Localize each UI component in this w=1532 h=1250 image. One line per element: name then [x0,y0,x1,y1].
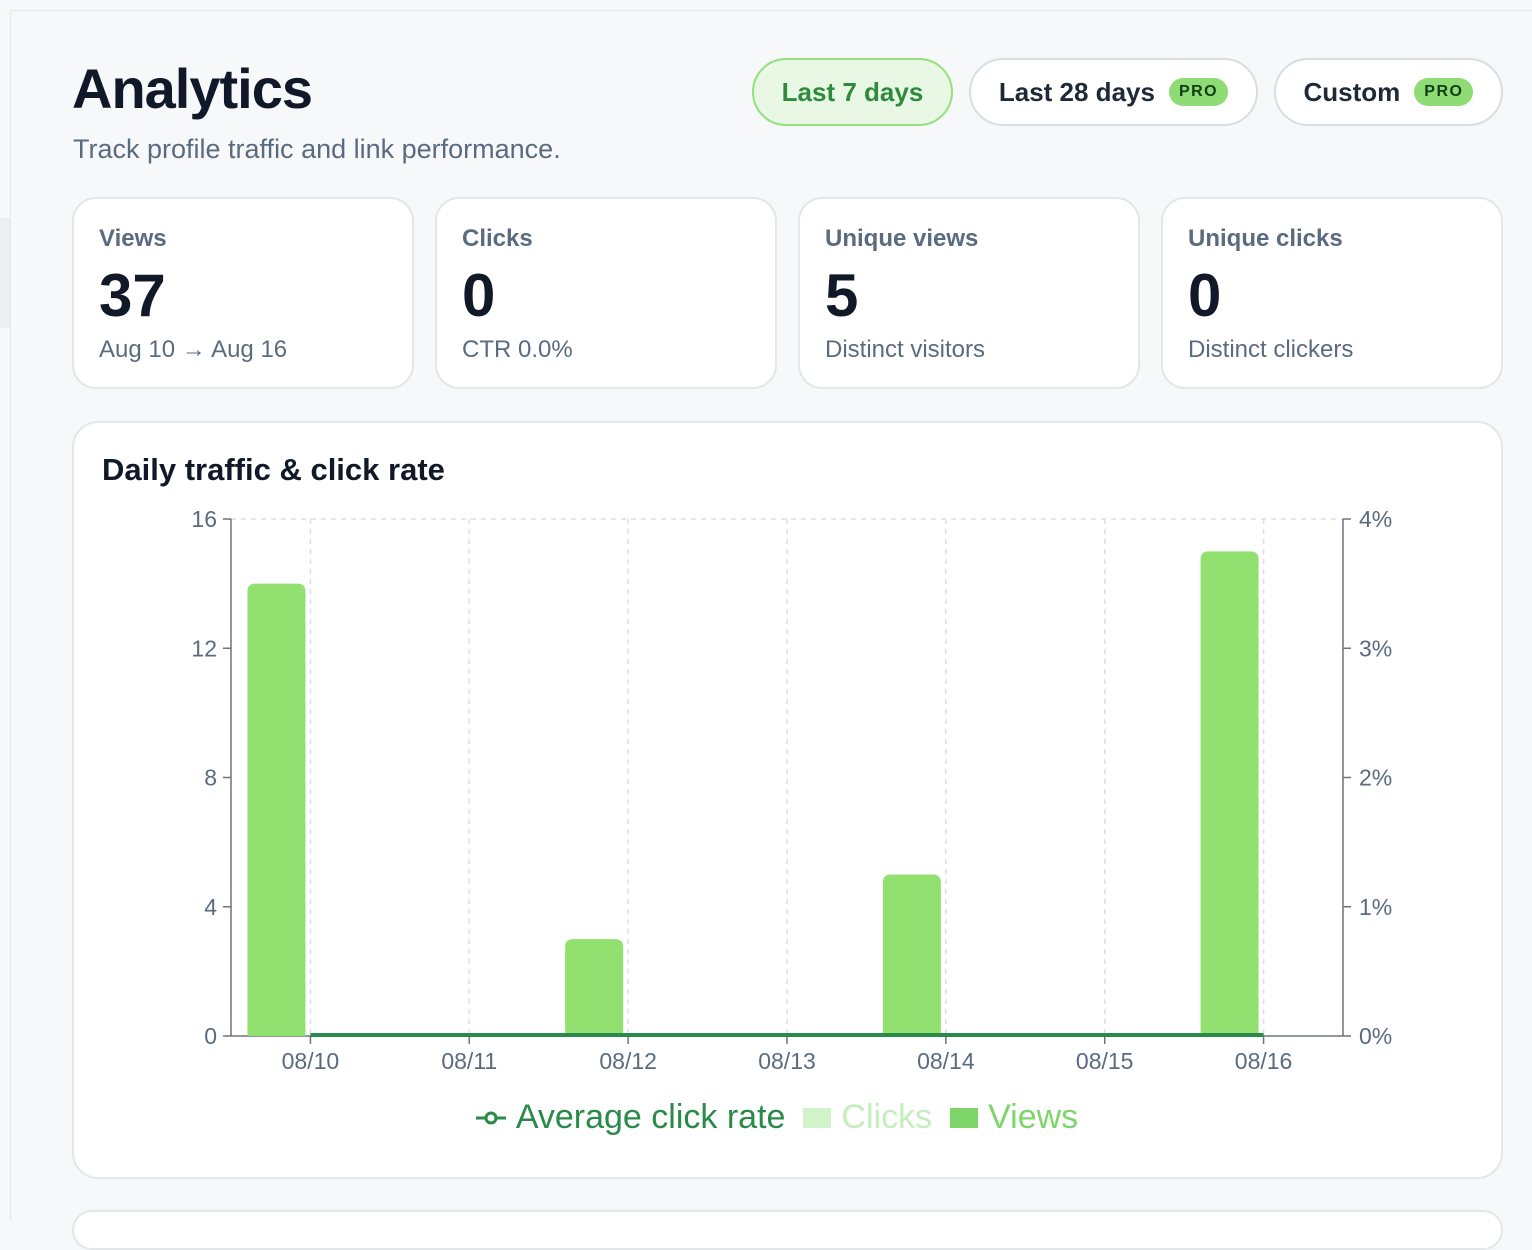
y2-tick-label: 3% [1359,635,1392,661]
stat-subtext: Distinct visitors [825,336,986,363]
stat-subtext: CTR 0.0% [462,336,573,363]
range-label: Last 7 days [781,76,924,107]
stat-value: 5 [825,262,859,329]
chart-legend: Average click rate Clicks Views [0,1098,1532,1137]
stat-card-unique-views: Unique views 5 Distinct visitors [798,197,1140,389]
stat-card-clicks: Clicks 0 CTR 0.0% [435,197,777,389]
y2-tick-label: 1% [1359,894,1392,920]
range-label: Last 28 days [998,76,1155,107]
clicks-swatch-icon [803,1107,832,1128]
pro-badge: PRO [1168,78,1229,106]
range-label: Custom [1303,76,1401,107]
y-tick-label: 4 [204,894,217,920]
y2-tick-label: 4% [1359,506,1392,532]
page-title: Analytics [72,57,313,120]
range-custom-button[interactable]: Custom PRO [1274,58,1503,126]
sidebar-collapse-handle[interactable] [0,218,10,328]
range-last-28-days-button[interactable]: Last 28 days PRO [969,58,1258,126]
chart-title: Daily traffic & click rate [102,452,445,487]
y-tick-label: 12 [191,635,217,661]
pro-badge: PRO [1414,78,1474,106]
stat-value: 37 [99,262,166,329]
stat-label: Views [99,225,167,252]
stat-card-views: Views 37 Aug 10 → Aug 16 [72,197,414,389]
views-bar [247,583,306,1036]
x-tick-label: 08/15 [1076,1048,1134,1074]
stat-label: Unique views [825,225,979,252]
x-tick-label: 08/16 [1235,1048,1293,1074]
y-tick-label: 0 [204,1023,217,1049]
legend-item-rate[interactable]: Average click rate [475,1098,786,1137]
x-tick-label: 08/13 [758,1048,816,1074]
views-swatch-icon [950,1107,979,1128]
stat-card-unique-clicks: Unique clicks 0 Distinct clickers [1161,197,1503,389]
traffic-chart: 0 4 8 12 16 0% 1% 2% 3% 4% 08/10 08/11 08/12 08/13 08/… [191,506,1392,1074]
y2-tick-label: 2% [1359,765,1392,791]
views-bar [1200,551,1259,1036]
stat-value: 0 [462,262,496,329]
views-bar [565,939,624,1036]
legend-label: Clicks [841,1098,933,1136]
stat-label: Unique clicks [1188,225,1343,252]
views-bar [882,874,941,1036]
x-tick-label: 08/12 [599,1048,657,1074]
legend-label: Views [988,1098,1079,1136]
page-subtitle: Track profile traffic and link performan… [73,134,561,164]
x-tick-label: 08/11 [441,1048,497,1074]
stat-subtext: Distinct clickers [1188,336,1354,363]
range-last-7-days-button[interactable]: Last 7 days [752,58,953,126]
x-tick-label: 08/10 [282,1048,340,1074]
line-marker-icon [475,1111,506,1124]
legend-item-views[interactable]: Views [950,1098,1078,1137]
y-tick-label: 8 [204,765,217,791]
y-tick-label: 16 [191,506,217,532]
y2-tick-label: 0% [1359,1023,1392,1049]
stat-label: Clicks [462,225,533,252]
legend-label: Average click rate [515,1098,786,1136]
legend-item-clicks[interactable]: Clicks [803,1098,932,1137]
next-section-card [72,1210,1503,1250]
x-tick-label: 08/14 [917,1048,975,1074]
stat-subtext: Aug 10 → Aug 16 [99,336,288,363]
stat-value: 0 [1188,262,1222,329]
